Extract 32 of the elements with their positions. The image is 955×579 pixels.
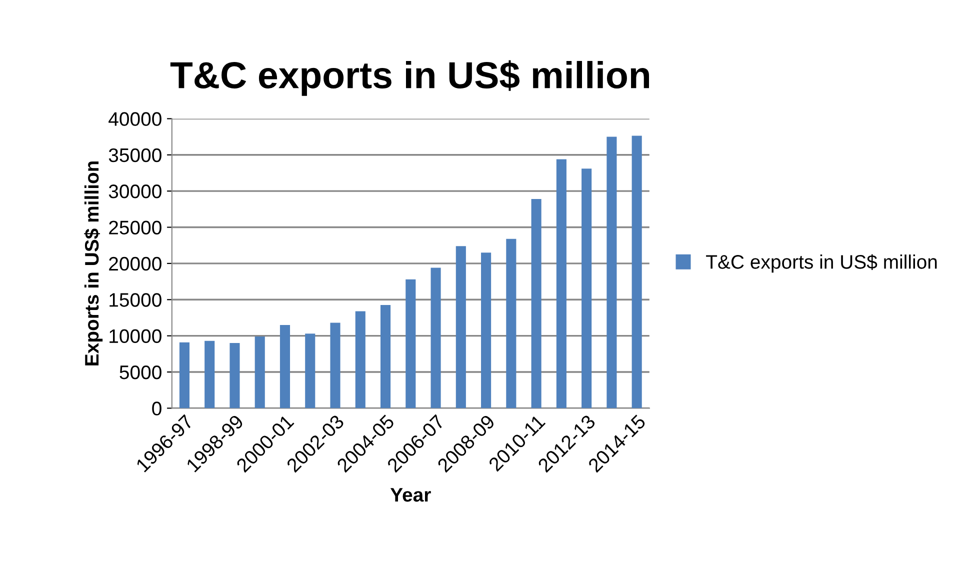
y-tick-label: 10000 <box>110 329 162 344</box>
y-tick-label: 20000 <box>109 256 162 271</box>
bar <box>254 336 265 408</box>
legend-label: T&C exports in US$ million <box>706 254 937 273</box>
bar <box>204 340 215 408</box>
y-tick-label: 0 <box>152 402 162 416</box>
bar <box>582 168 592 408</box>
y-tick-label: 15000 <box>110 293 162 307</box>
bar <box>179 342 190 408</box>
bar <box>305 334 316 408</box>
y-tick-label: 5000 <box>120 365 162 380</box>
bar <box>606 136 617 408</box>
bar <box>230 343 240 408</box>
bar <box>456 246 466 408</box>
bar <box>430 268 441 408</box>
y-tick-label: 30000 <box>108 184 162 198</box>
x-axis-title: Year <box>390 488 431 502</box>
bar <box>406 279 416 408</box>
y-tick-label: 25000 <box>109 220 162 234</box>
bar <box>355 311 366 408</box>
bar <box>556 159 566 408</box>
y-axis-title: Exports in US$ million <box>84 161 103 366</box>
bar <box>380 305 391 408</box>
y-tick-label: 40000 <box>108 112 162 126</box>
bar <box>506 238 516 408</box>
y-tick-label: 35000 <box>108 148 162 162</box>
bar <box>531 199 542 408</box>
bar <box>632 136 642 408</box>
bar <box>330 322 340 408</box>
bar <box>481 252 492 408</box>
bar <box>280 324 290 408</box>
chart-title: T&C exports in US$ million <box>170 60 649 96</box>
